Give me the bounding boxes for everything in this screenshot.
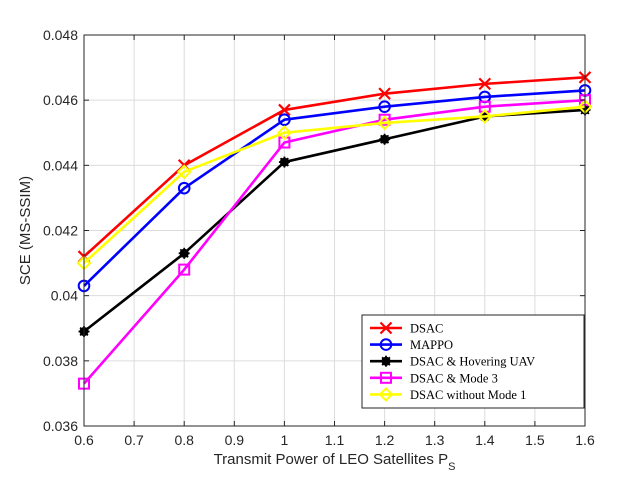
y-axis-label: SCE (MS-SSIM): [17, 176, 34, 285]
y-tick-label: 0.046: [43, 92, 78, 108]
x-marker-stroke: [478, 77, 492, 91]
y-tick-label: 0.044: [43, 157, 78, 173]
y-tick-label: 0.042: [43, 223, 78, 239]
series-line: [83, 89, 586, 287]
data-point: [378, 87, 391, 100]
x-marker-stroke: [278, 103, 291, 117]
x-marker-stroke: [378, 87, 391, 100]
asterisk-marker-stroke: [279, 157, 289, 167]
data-point: [379, 133, 391, 145]
series-line: [83, 76, 586, 258]
legend-marker: [380, 355, 392, 367]
x-tick-label: 1.4: [475, 432, 495, 448]
x-tick-label: 1.1: [325, 432, 345, 448]
data-point: [278, 156, 290, 168]
data-point: [178, 247, 190, 259]
axis-ticks: 0.6 0.7 0.8 0.9 1 1.1 1.2 1.3 1.4 1.5 1.6 0.036 0.03…: [43, 27, 595, 448]
x-tick-label: 1.6: [575, 432, 595, 448]
legend-entry: DSAC: [370, 322, 443, 336]
legend-marker: [378, 386, 394, 402]
x-marker-stroke: [379, 321, 393, 335]
asterisk-marker-stroke: [380, 134, 390, 144]
data-point: [377, 115, 393, 131]
legend-entry: DSAC without Mode 1: [370, 386, 526, 402]
x-tick-label: 0.7: [124, 432, 144, 448]
legend-marker: [379, 338, 393, 351]
x-axis-label: Transmit Power of LEO Satellites PS: [214, 451, 456, 473]
data-point: [477, 109, 493, 124]
y-tick-label: 0.036: [43, 418, 78, 434]
data-point: [278, 113, 291, 127]
series-line: [83, 105, 586, 265]
legend-label: DSAC & Hovering UAV: [410, 355, 535, 369]
data-point: [378, 113, 391, 126]
x-axis-label-text: Transmit Power of LEO Satellites P: [214, 451, 449, 468]
x-axis-label-subscript: S: [448, 461, 455, 473]
data-point: [278, 103, 291, 117]
legend-label: MAPPO: [410, 338, 453, 352]
data-point: [178, 263, 191, 276]
data-point: [378, 100, 391, 113]
legend-entry: DSAC & Hovering UAV: [370, 355, 535, 369]
data-point: [176, 164, 192, 180]
x-tick-label: 0.8: [174, 432, 194, 448]
legend: DSAC MAPPO DSAC & Hovering UAV DSAC & Mode …: [361, 314, 585, 409]
asterisk-marker-stroke: [179, 248, 189, 258]
legend-label: DSAC & Mode 3: [410, 371, 498, 385]
x-tick-label: 1: [281, 432, 289, 448]
x-tick-label: 1.3: [425, 432, 445, 448]
data-point: [177, 181, 191, 195]
x-tick-label: 0.9: [225, 432, 245, 448]
series-mappo: [77, 84, 592, 293]
data-point: [276, 125, 292, 141]
y-tick-label: 0.04: [51, 288, 78, 304]
asterisk-marker-stroke: [381, 356, 391, 366]
data-point: [478, 77, 492, 91]
x-tick-label: 0.6: [74, 432, 94, 448]
x-tick-label: 1.2: [375, 432, 395, 448]
legend-label: DSAC: [410, 322, 443, 336]
legend-entry: MAPPO: [370, 338, 453, 352]
legend-marker: [380, 371, 392, 384]
series-line: [83, 98, 586, 385]
y-tick-label: 0.038: [43, 353, 78, 369]
x-tick-label: 1.5: [525, 432, 545, 448]
y-tick-label: 0.048: [43, 27, 78, 43]
legend-entry: DSAC & Mode 3: [370, 371, 498, 385]
legend-marker: [379, 321, 393, 335]
legend-label: DSAC without Mode 1: [410, 388, 526, 402]
